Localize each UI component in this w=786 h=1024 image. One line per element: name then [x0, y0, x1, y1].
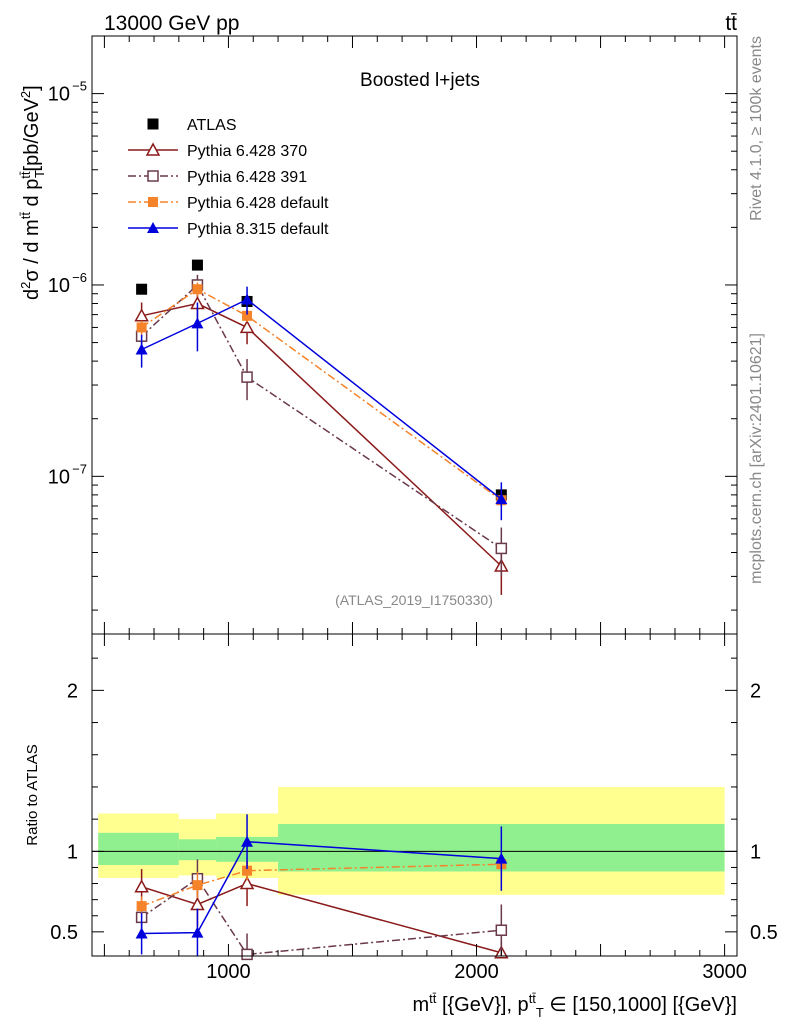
legend-marker [148, 197, 158, 207]
ratio-point [242, 865, 253, 876]
series-line [141, 302, 502, 567]
ratio-plot-frame [91, 633, 738, 957]
ratio-y-tick-label-right: 2 [750, 680, 761, 702]
ratio-line [141, 863, 502, 907]
legend-label: Pythia 6.428 370 [187, 143, 307, 160]
y-tick-label: 10 [48, 84, 70, 106]
ratio-point [495, 852, 508, 864]
series-line [141, 283, 502, 550]
legend-label: ATLAS [187, 117, 237, 134]
y-tick-label: 10 [48, 466, 70, 488]
series-line [141, 298, 502, 500]
ratio-y-tick-label-right: 1 [750, 841, 761, 863]
rivet-version-label: Rivet 4.1.0, ≥ 100k events [748, 36, 765, 221]
ratio-line [141, 840, 502, 935]
y-tick-label: 10 [48, 275, 70, 297]
legend-label: Pythia 6.428 391 [187, 169, 307, 186]
data-point [136, 322, 147, 333]
data-point [241, 293, 254, 305]
data-point [242, 310, 253, 321]
series-pythia-8-315-default [135, 286, 508, 521]
data-point [495, 493, 508, 505]
ratio-line [141, 882, 502, 954]
uncertainty-band-inner [178, 839, 217, 861]
ratio-point [241, 835, 254, 847]
svg-text:mtt̄ [{GeV}], ptt̄T ∈ [150,100: mtt̄ [{GeV}], ptt̄T ∈ [150,1000] [{GeV}] [412, 991, 737, 1020]
ratio-series-pythia-8-315-default [135, 814, 508, 956]
x-axis-label: mtt̄ [{GeV}], ptt̄T ∈ [150,1000] [{GeV}] [412, 991, 737, 1020]
data-point [241, 371, 253, 383]
legend: ATLAS Pythia 6.428 370 Pythia 6.428 391 Pyt… [128, 117, 329, 238]
series-atlas [136, 259, 507, 501]
ratio-point [241, 948, 253, 961]
legend-marker [145, 142, 161, 156]
series-line [141, 288, 502, 501]
ratio-line [141, 877, 502, 956]
x-tick-label: 2000 [454, 961, 499, 983]
svg-text:T: T [32, 170, 47, 178]
data-point [495, 542, 508, 555]
uncertainty-band-inner [98, 832, 179, 866]
data-point [135, 343, 148, 355]
data-point [191, 317, 204, 329]
legend-label: Pythia 8.315 default [187, 221, 329, 238]
ratio-point [190, 896, 205, 911]
data-point [239, 319, 255, 334]
series-pythia-6-428-391 [135, 274, 508, 577]
ratio-point [191, 926, 204, 938]
ratio-y-tick-label: 2 [67, 680, 78, 702]
ratio-y-tick-label-right: 0.5 [750, 922, 778, 944]
header-energy-label: 13000 GeV pp [104, 12, 239, 35]
legend-marker [147, 170, 159, 182]
legend-marker [147, 118, 159, 130]
y-tick-label-exponent: −6 [72, 270, 87, 285]
x-tick-label: 1000 [206, 961, 251, 983]
data-point [136, 283, 148, 295]
main-y-axis-label: d2σ / d mtt̄ d ptt̄[pb/GeV2] T [18, 85, 47, 300]
analysis-watermark: (ATLAS_2019_I1750330) [335, 592, 493, 608]
ratio-point [136, 901, 147, 912]
series-pythia-6-428-default [136, 282, 507, 508]
ratio-y-tick-label: 0.5 [50, 922, 78, 944]
y-tick-label-exponent: −5 [72, 79, 87, 94]
ratio-y-tick-label: 1 [67, 841, 78, 863]
data-point [191, 259, 203, 271]
header-process-label: tt̄ [725, 12, 737, 35]
ratio-point [495, 924, 508, 936]
ratio-point [134, 879, 149, 893]
legend-label: Pythia 6.428 default [187, 195, 329, 212]
plot-title: Boosted l+jets [360, 70, 480, 91]
series-pythia-6-428-370 [134, 289, 509, 595]
ratio-y-axis-label: Ratio to ATLAS [24, 744, 41, 845]
x-tick-label: 3000 [702, 961, 747, 983]
data-point [192, 284, 203, 295]
mcplots-label: mcplots.cern.ch [arXiv:2401.10621] [748, 333, 765, 584]
ratio-point [135, 927, 148, 939]
legend-marker [147, 222, 159, 233]
y-tick-label-exponent: −7 [72, 461, 87, 476]
ratio-point [192, 880, 203, 891]
ratio-point [239, 875, 255, 890]
svg-text:d2σ / d mtt̄ d ptt̄[pb/GeV2]: d2σ / d mtt̄ d ptt̄[pb/GeV2] [18, 85, 43, 300]
